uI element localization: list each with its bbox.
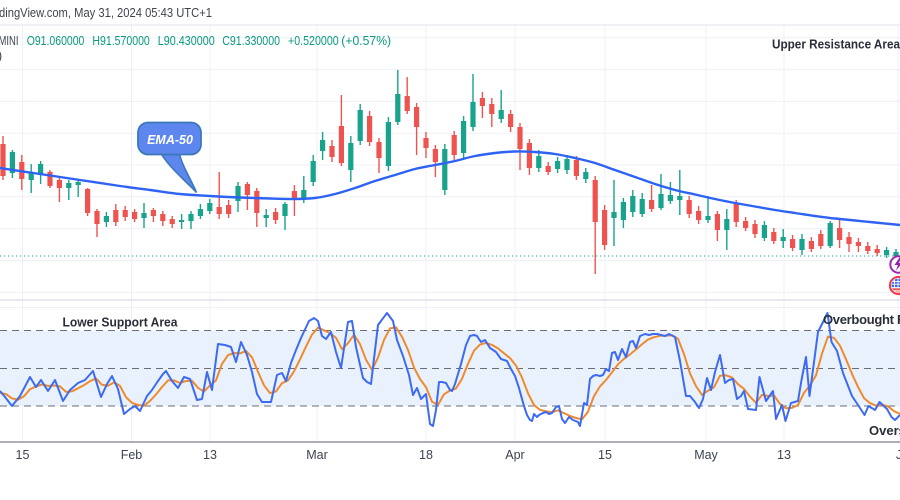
svg-text:Upper Resistance Area: Upper Resistance Area (772, 37, 900, 52)
svg-text:Mar: Mar (306, 448, 328, 462)
svg-text:Jun: Jun (896, 448, 900, 462)
svg-text:Oversold Region: Oversold Region (869, 423, 900, 438)
svg-text:Apr: Apr (505, 448, 524, 462)
svg-text:May: May (694, 448, 718, 462)
svg-text:13: 13 (777, 448, 791, 462)
svg-text:15: 15 (16, 448, 30, 462)
svg-text:): ) (0, 49, 2, 63)
svg-text:Feb: Feb (121, 448, 143, 462)
svg-text:15: 15 (598, 448, 612, 462)
svg-text:Overbought Region: Overbought Region (823, 312, 900, 327)
svg-text:EMA-50: EMA-50 (147, 133, 193, 147)
svg-text:dingView.com, May 31, 2024 05:: dingView.com, May 31, 2024 05:43 UTC+1 (0, 6, 212, 20)
svg-text:13: 13 (203, 448, 217, 462)
svg-text:Lower Support Area: Lower Support Area (63, 315, 179, 330)
svg-text:18: 18 (419, 448, 433, 462)
